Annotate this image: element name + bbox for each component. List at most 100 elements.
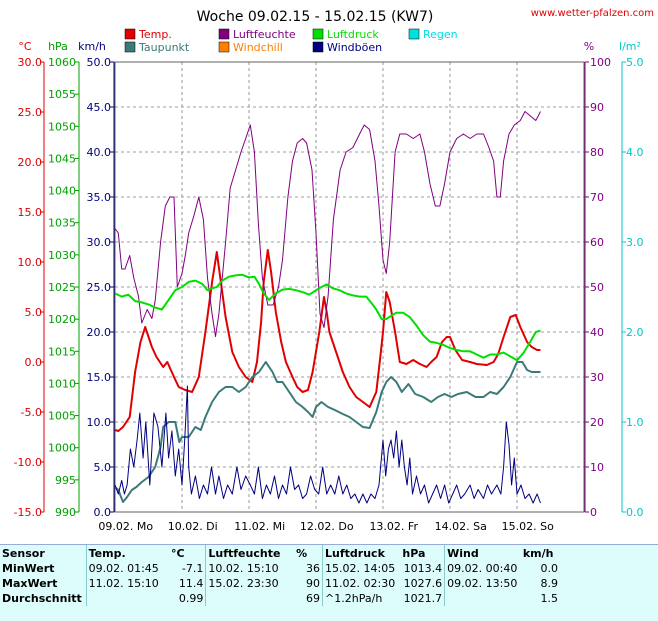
kmh-tick-label: 15.0 bbox=[87, 371, 112, 384]
legend-swatch bbox=[218, 41, 230, 53]
hpa-tick-label: 1000 bbox=[48, 442, 76, 455]
legend-swatch bbox=[124, 28, 136, 40]
x-tick-label: 15.02. So bbox=[502, 520, 554, 533]
x-tick-label: 14.02. Sa bbox=[435, 520, 487, 533]
legend-label: Windböen bbox=[327, 41, 382, 54]
pct-tick-label: 40 bbox=[590, 326, 604, 339]
temp-tick-label: 25.0 bbox=[18, 106, 43, 119]
stats-hum-value: 69 bbox=[306, 592, 321, 605]
stats-pres-time: 11.02. 02:30 bbox=[322, 576, 401, 591]
legend-label: Taupunkt bbox=[138, 41, 190, 54]
legend-swatch bbox=[124, 41, 136, 53]
legend-swatch bbox=[312, 41, 324, 53]
hpa-tick-label: 1035 bbox=[48, 217, 76, 230]
stats-hum-unit: % bbox=[296, 546, 308, 560]
stats-temp-value: 0.99 bbox=[178, 592, 204, 605]
pct-tick-label: 70 bbox=[590, 191, 604, 204]
rain-tick-label: 2.0 bbox=[626, 326, 644, 339]
x-tick-label: 11.02. Mi bbox=[234, 520, 285, 533]
pct-tick-label: 100 bbox=[590, 56, 611, 69]
hpa-tick-label: 1005 bbox=[48, 410, 76, 423]
pct-tick-label: 80 bbox=[590, 146, 604, 159]
pct-tick-label: 10 bbox=[590, 461, 604, 474]
stats-pres-time: ^1.2hPa/h bbox=[322, 591, 401, 606]
pct-tick-label: 50 bbox=[590, 281, 604, 294]
x-tick-label: 12.02. Do bbox=[300, 520, 354, 533]
temp-tick-label: -5.0 bbox=[21, 406, 42, 419]
site-link[interactable]: www.wetter-pfalzen.com bbox=[531, 8, 654, 19]
legend-label: Regen bbox=[423, 28, 458, 41]
legend-swatch bbox=[312, 28, 324, 40]
legend-label: Temp. bbox=[138, 28, 172, 41]
temp-tick-label: 0.0 bbox=[25, 356, 43, 369]
temp-tick-label: 20.0 bbox=[18, 156, 43, 169]
stats-temp-value: 11.4 bbox=[178, 577, 204, 590]
hpa-tick-label: 1055 bbox=[48, 88, 76, 101]
stats-temp-value: -7.1 bbox=[181, 562, 204, 575]
stats-hum-time: 10.02. 15:10 bbox=[205, 561, 295, 576]
stats-wind-time bbox=[444, 591, 521, 606]
plot-frame bbox=[114, 61, 585, 513]
stats-pres-unit: hPa bbox=[402, 546, 426, 560]
temp-tick-label: 15.0 bbox=[18, 206, 43, 219]
kmh-tick-label: 45.0 bbox=[87, 101, 112, 114]
stats-row-min: MinWert 09.02. 01:45 -7.1 10.02. 15:10 3… bbox=[0, 561, 560, 576]
stats-hum-time: 15.02. 23:30 bbox=[205, 576, 295, 591]
axis-units: °C hPa km/h% l/m² bbox=[18, 40, 641, 53]
stats-wind-value: 1.5 bbox=[540, 592, 559, 605]
grid bbox=[114, 61, 585, 513]
stats-header-row: Sensor Temp. °C Luftfeuchte % Luftdruck … bbox=[0, 545, 560, 561]
stats-wind-unit: km/h bbox=[522, 546, 554, 560]
kmh-tick-label: 0.0 bbox=[94, 506, 112, 519]
series-line-luftfeuchte bbox=[114, 111, 541, 337]
temp-tick-label: 30.0 bbox=[18, 56, 43, 69]
kmh-tick-label: 25.0 bbox=[87, 281, 112, 294]
kmh-tick-label: 10.0 bbox=[87, 416, 112, 429]
statistics-panel: Sensor Temp. °C Luftfeuchte % Luftdruck … bbox=[0, 544, 658, 621]
hpa-tick-label: 1030 bbox=[48, 249, 76, 262]
stats-temp-time: 09.02. 01:45 bbox=[85, 561, 169, 576]
stats-wind-value: 0.0 bbox=[540, 562, 559, 575]
pct-tick-label: 30 bbox=[590, 371, 604, 384]
stats-label: MinWert bbox=[2, 562, 55, 575]
rain-tick-label: 3.0 bbox=[626, 236, 644, 249]
series-line-windben bbox=[114, 385, 541, 504]
temp-axis-unit: °C bbox=[18, 40, 32, 53]
temp-tick-label: -10.0 bbox=[14, 456, 42, 469]
x-tick-labels: 09.02. Mo 10.02. Di 11.02. Mi 12.02. Do 13.0… bbox=[98, 520, 554, 533]
rain-axis-unit: l/m² bbox=[619, 40, 641, 53]
stats-hum-time bbox=[205, 591, 295, 606]
legend-swatch bbox=[218, 28, 230, 40]
hpa-tick-label: 1025 bbox=[48, 281, 76, 294]
kmh-tick-label: 50.0 bbox=[87, 56, 112, 69]
hpa-tick-label: 1010 bbox=[48, 377, 76, 390]
series-line-temp bbox=[114, 249, 541, 432]
stats-label: Durchschnitt bbox=[2, 592, 82, 605]
stats-pres-header: Luftdruck bbox=[322, 545, 401, 561]
temp-tick-label: -15.0 bbox=[14, 506, 42, 519]
axes: 30.0 25.0 20.0 15.0 10.0 5.0 0.0 -5.0 -10.0 -15.0… bbox=[14, 56, 644, 519]
x-tick-label: 10.02. Di bbox=[168, 520, 218, 533]
hpa-tick-label: 1040 bbox=[48, 185, 76, 198]
temp-tick-label: 5.0 bbox=[25, 306, 43, 319]
stats-pres-time: 15.02. 14:05 bbox=[322, 561, 401, 576]
stats-hum-value: 90 bbox=[306, 577, 321, 590]
kmh-tick-label: 40.0 bbox=[87, 146, 112, 159]
kmh-tick-label: 5.0 bbox=[94, 461, 112, 474]
hpa-tick-label: 1020 bbox=[48, 313, 76, 326]
legend-swatch bbox=[408, 28, 420, 40]
pct-axis-unit: % bbox=[584, 40, 594, 53]
series-line-taupunkt bbox=[114, 361, 541, 503]
series-line-luftdruck bbox=[114, 273, 541, 362]
statistics-table: Sensor Temp. °C Luftfeuchte % Luftdruck … bbox=[0, 545, 560, 606]
kmh-tick-label: 30.0 bbox=[87, 236, 112, 249]
hpa-tick-label: 990 bbox=[55, 506, 76, 519]
rain-tick-label: 4.0 bbox=[626, 146, 644, 159]
kmh-tick-label: 20.0 bbox=[87, 326, 112, 339]
series-group bbox=[114, 111, 541, 504]
weather-chart: Woche 09.02.15 - 15.02.15 (KW7) www.wett… bbox=[14, 8, 654, 533]
stats-wind-time: 09.02. 13:50 bbox=[444, 576, 521, 591]
x-tick-label: 09.02. Mo bbox=[98, 520, 153, 533]
pct-tick-label: 0 bbox=[590, 506, 597, 519]
hpa-tick-label: 1060 bbox=[48, 56, 76, 69]
